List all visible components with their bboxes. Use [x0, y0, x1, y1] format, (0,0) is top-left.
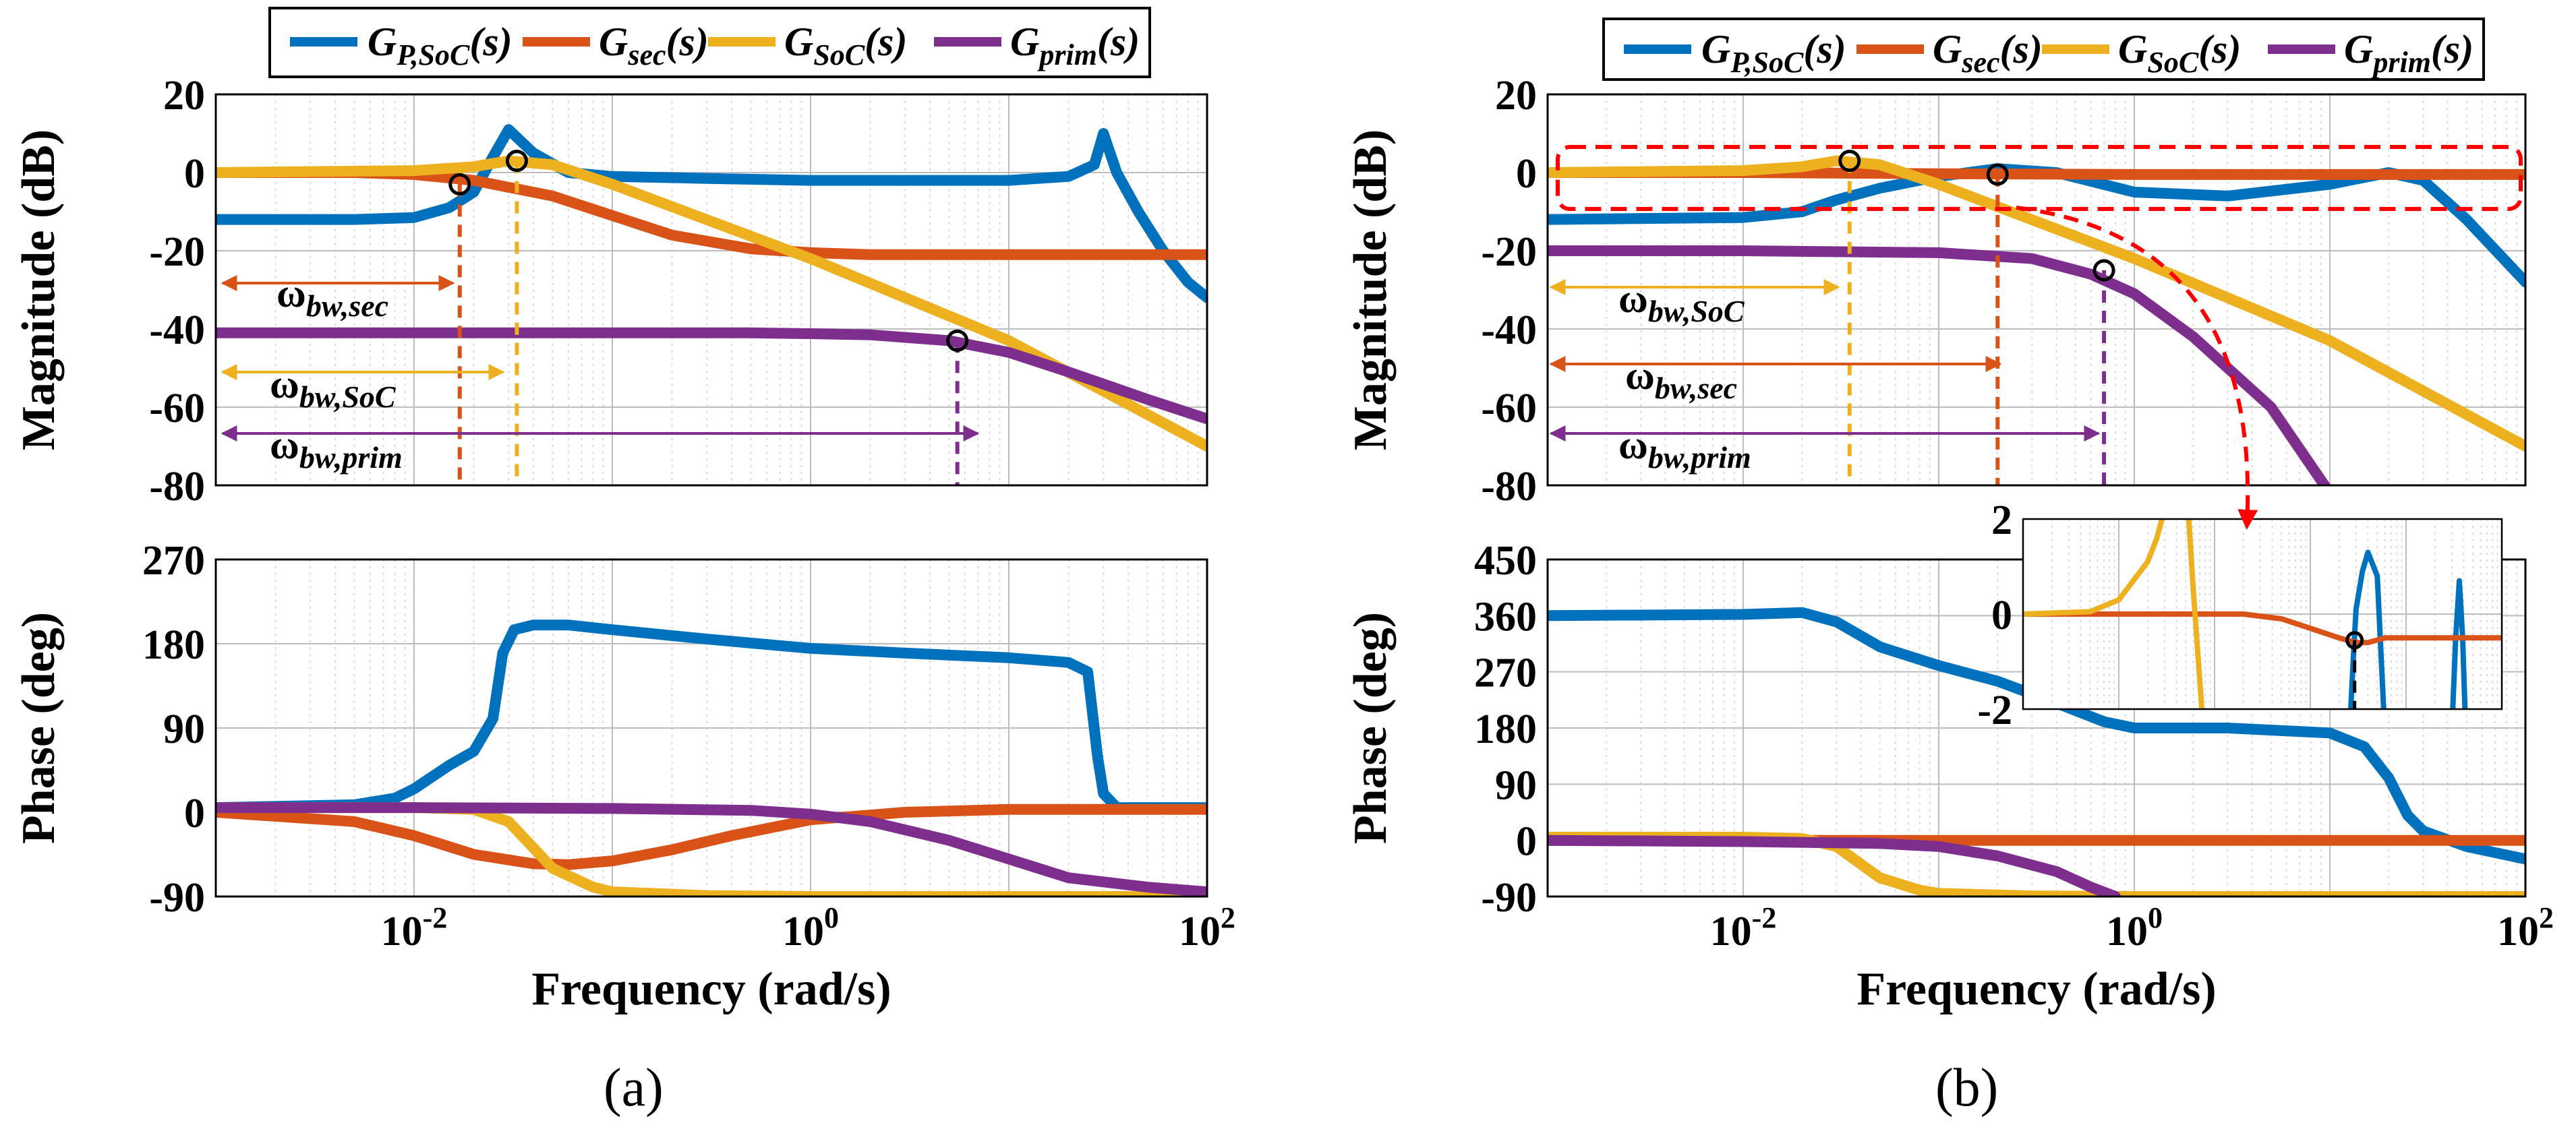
y-tick-label: 180 — [142, 622, 205, 668]
y-axis-label: Phase (deg) — [13, 612, 65, 844]
x-tick-label: 102 — [2497, 901, 2554, 954]
bandwidth-marker — [448, 173, 471, 195]
bw-a-prim-label: ωbw,prim — [270, 423, 403, 475]
x-axis-label: Frequency (rad/s) — [531, 963, 891, 1015]
series-line-g-soc-s — [1548, 155, 2525, 452]
series-group — [1548, 607, 2525, 897]
series-group — [216, 124, 1207, 452]
y-axis-label: Phase (deg) — [1345, 612, 1397, 844]
bandwidth-marker — [1838, 150, 1861, 173]
y-tick-label: 0 — [1991, 593, 2012, 638]
y-tick-label: -60 — [149, 386, 205, 431]
y-tick-label: 180 — [1474, 706, 1537, 752]
plot-frame — [214, 558, 1208, 898]
plot-frame — [2022, 518, 2503, 710]
panel-b-magnitude: 20 0 -20 -40 -60 -80 Magnitude (dB) — [1345, 73, 2527, 510]
y-tick-label: 20 — [1495, 73, 1537, 119]
subfigure-label-b: (b) — [1935, 1058, 1998, 1118]
y-tick-label: 20 — [163, 73, 205, 119]
legend-a-label-gsec: Gsec(s) — [599, 20, 709, 71]
y-tick-label: -60 — [1481, 386, 1537, 431]
y-tick-label: -20 — [149, 229, 205, 275]
y-tick-label: -90 — [1481, 875, 1537, 921]
x-tick-label: 100 — [2106, 901, 2163, 954]
subfigure-label-a: (a) — [604, 1058, 664, 1118]
bandwidth-marker — [505, 150, 528, 173]
series-line-g-p-soc-s — [2347, 549, 2468, 709]
y-tick-label: -90 — [149, 875, 205, 921]
zoom-indicator — [1556, 145, 2523, 530]
y-tick-label: 270 — [142, 538, 205, 584]
y-tick-label: -80 — [1481, 464, 1537, 510]
zoom-arrow — [2016, 206, 2258, 530]
y-tick-label: -2 — [1977, 688, 2012, 733]
bw-b-soc-label: ωbw,SoC — [1618, 276, 1745, 328]
y-tick-label: -40 — [1481, 307, 1537, 353]
y-tick-label: 2 — [1991, 497, 2012, 543]
series-line-g-p-soc-s — [216, 124, 1207, 303]
bw-a-soc-label: ωbw,SoC — [270, 362, 397, 414]
bw-a-sec-label: ωbw,sec — [276, 271, 388, 323]
legend-a-label-gsoc: GSoC(s) — [784, 20, 907, 71]
y-tick-label: 90 — [163, 706, 205, 752]
plot-frame — [1546, 93, 2527, 487]
x-tick-label: 10-2 — [1710, 901, 1777, 954]
y-tick-label: -20 — [1481, 229, 1537, 275]
inset-zoom-plot: 2 0 -2 — [1977, 497, 2503, 733]
series-line-g-sec-s — [216, 803, 1207, 870]
legend-b-label-gpsoc: GP,SoC(s) — [1701, 27, 1846, 79]
series-line-g-p-soc-s — [216, 619, 1207, 814]
bandwidth-annotations-b: ωbw,SoC ωbw,sec ωbw,prim — [1549, 276, 2101, 475]
series-line-g-prim-s — [1548, 834, 2121, 897]
y-tick-label: -80 — [149, 464, 205, 510]
x-tick-label: 10-2 — [381, 901, 448, 954]
series-group — [216, 619, 1207, 897]
y-tick-label: 360 — [1474, 594, 1537, 640]
bandwidth-marker — [2092, 259, 2115, 282]
legend-b-label-gsec: Gsec(s) — [1933, 27, 2043, 79]
legend-a: GP,SoC(s) Gsec(s) GSoC(s) Gprim(s) — [268, 7, 1151, 78]
panel-a-magnitude: 20 0 -20 -40 -60 -80 Magnitude (dB) — [13, 73, 1208, 510]
y-tick-label: 270 — [1474, 650, 1537, 696]
y-tick-label: -40 — [149, 307, 205, 353]
series-line-g-prim-s — [216, 327, 1207, 425]
y-axis-label: Magnitude (dB) — [13, 129, 65, 450]
bandwidth-marker — [2345, 631, 2364, 650]
panel-a-phase: 270 180 90 0 -90 10-2 100 102 Phase (deg) Frequen… — [13, 538, 1235, 1015]
zoom-box — [1556, 145, 2523, 211]
bandwidth-marker — [1986, 163, 2009, 186]
series-line-g-prim-s — [216, 802, 1207, 897]
series-line-g-soc-s — [216, 155, 1207, 452]
bw-b-sec-label: ωbw,sec — [1625, 353, 1737, 405]
y-tick-label: 0 — [1516, 819, 1537, 865]
plot-area — [1548, 94, 2525, 485]
legend-b-label-gsoc: GSoC(s) — [2118, 27, 2241, 79]
legend-a-label-gprim: Gprim(s) — [1010, 20, 1140, 71]
bandwidth-annotations-a: ωbw,sec ωbw,SoC ωbw,prim — [221, 271, 980, 475]
y-tick-label: 0 — [1516, 151, 1537, 197]
plot-frame — [214, 93, 1208, 487]
series-group — [1548, 155, 2525, 485]
bandwidth-marker — [946, 329, 969, 352]
series-line-g-p-soc-s — [1548, 607, 2525, 865]
x-axis-label: Frequency (rad/s) — [1856, 963, 2216, 1015]
series-line-g-soc-s — [2023, 519, 2205, 709]
y-tick-label: 0 — [184, 151, 205, 197]
y-tick-label: 450 — [1474, 538, 1537, 584]
legend-b: GP,SoC(s) Gsec(s) GSoC(s) Gprim(s) — [1602, 18, 2485, 81]
series-line-g-prim-s — [1548, 245, 2331, 485]
x-tick-label: 102 — [1179, 901, 1235, 954]
legend-a-label-gpsoc: GP,SoC(s) — [368, 20, 513, 71]
x-tick-label: 100 — [782, 901, 839, 954]
y-axis-label: Magnitude (dB) — [1345, 129, 1397, 450]
y-tick-label: 90 — [1495, 762, 1537, 808]
y-tick-label: 0 — [184, 791, 205, 837]
legend-b-label-gprim: Gprim(s) — [2344, 27, 2473, 79]
bw-b-prim-label: ωbw,prim — [1618, 423, 1751, 475]
